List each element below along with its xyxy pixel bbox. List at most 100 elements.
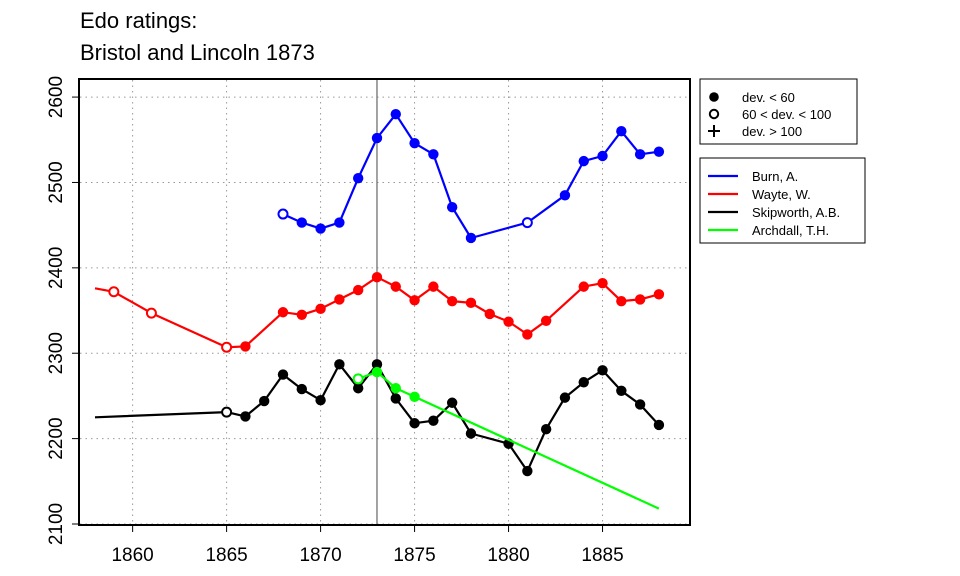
legend-deviation: dev. < 60 60 < dev. < 100 dev. > 100: [699, 78, 858, 145]
plot-frame: [78, 78, 691, 526]
data-point: [446, 295, 458, 307]
data-point: [315, 394, 326, 406]
legend-series-label: Archdall, T.H.: [752, 223, 829, 238]
data-point: [653, 419, 665, 431]
data-point: [371, 272, 383, 283]
data-point-open: [145, 307, 157, 319]
data-point-open: [108, 286, 120, 298]
x-tick-label: 1865: [205, 545, 247, 566]
data-point: [371, 132, 383, 144]
data-point: [390, 383, 401, 394]
y-axis: 2100 2200 2300 2400 2500 2600: [46, 76, 79, 545]
data-point: [352, 284, 364, 296]
data-point: [240, 411, 251, 422]
legend-series-label: Wayte, W.: [752, 187, 811, 202]
x-tick-label: 1870: [299, 545, 341, 566]
data-point: [465, 428, 477, 439]
data-point: [240, 341, 251, 352]
y-tick-label: 2500: [46, 161, 67, 203]
data-point: [390, 108, 401, 120]
data-point: [390, 393, 401, 404]
data-point: [559, 190, 571, 201]
x-tick-label: 1860: [111, 545, 153, 566]
chart-title-line-1: Edo ratings:: [80, 8, 197, 33]
y-tick-label: 2200: [46, 417, 67, 459]
data-point: [315, 223, 326, 234]
y-tick-label: 2300: [46, 332, 67, 374]
data-point: [409, 295, 420, 306]
legend-series: Burn, A. Wayte, W. Skipworth, A.B. Archdall…: [699, 157, 866, 244]
data-point: [559, 392, 571, 403]
data-point-open: [521, 217, 533, 229]
data-point: [296, 309, 307, 321]
y-tick-label: 2100: [46, 503, 67, 545]
legend-marker-open: [708, 108, 720, 120]
data-point: [616, 126, 627, 137]
data-point: [634, 399, 646, 410]
data-point: [296, 217, 307, 228]
data-point: [653, 146, 665, 157]
data-point: [371, 359, 383, 370]
data-point: [428, 149, 439, 160]
series-group: [94, 108, 665, 510]
y-tick-label: 2400: [46, 247, 67, 289]
data-point: [446, 202, 458, 213]
data-point: [428, 281, 439, 292]
data-point: [465, 232, 477, 244]
data-point: [578, 377, 589, 388]
legend-series-label: Skipworth, A.B.: [752, 205, 840, 220]
data-point: [578, 155, 589, 167]
data-point: [634, 294, 646, 305]
data-point: [446, 397, 458, 408]
grid: [80, 80, 689, 525]
data-point: [428, 415, 439, 426]
x-tick-label: 1875: [393, 545, 435, 566]
data-point: [616, 295, 627, 307]
data-point: [578, 281, 589, 292]
data-point-open: [221, 406, 233, 418]
data-point: [296, 383, 307, 395]
data-point: [465, 297, 477, 309]
data-point: [334, 294, 345, 305]
legend-label: dev. > 100: [742, 124, 802, 139]
data-point-open: [221, 341, 233, 353]
data-point: [540, 424, 552, 435]
data-point: [277, 307, 289, 318]
data-point: [409, 391, 420, 402]
data-point: [390, 281, 401, 292]
legend-box: [699, 157, 866, 244]
data-point-open: [277, 208, 289, 220]
y-tick-label: 2600: [46, 76, 67, 118]
x-axis: 1860 1865 1870 1875 1880 1885: [111, 525, 624, 566]
data-point: [484, 308, 495, 320]
data-point: [522, 329, 533, 340]
data-point: [616, 385, 627, 396]
data-point: [371, 366, 383, 378]
data-point: [634, 149, 646, 160]
data-point: [540, 315, 552, 326]
data-point-open: [352, 373, 364, 385]
legend-series-label: Burn, A.: [752, 169, 798, 184]
data-point: [334, 359, 345, 370]
legend-box: [699, 78, 858, 145]
data-point: [277, 369, 289, 380]
data-point: [352, 383, 364, 394]
data-point: [597, 150, 608, 162]
data-point: [409, 137, 420, 149]
legend-label: 60 < dev. < 100: [742, 107, 831, 122]
legend-label: dev. < 60: [742, 90, 795, 105]
data-point: [653, 289, 665, 300]
data-point: [259, 395, 270, 407]
data-point: [352, 172, 364, 184]
x-tick-label: 1885: [581, 545, 623, 566]
x-tick-label: 1880: [487, 545, 529, 566]
data-point: [315, 303, 326, 315]
data-point: [409, 418, 420, 429]
data-point: [597, 365, 608, 376]
data-point: [522, 465, 533, 477]
data-point: [597, 278, 608, 289]
data-point: [503, 316, 514, 327]
legend-marker-filled: [709, 92, 719, 102]
chart-title-line-2: Bristol and Lincoln 1873: [80, 40, 315, 65]
